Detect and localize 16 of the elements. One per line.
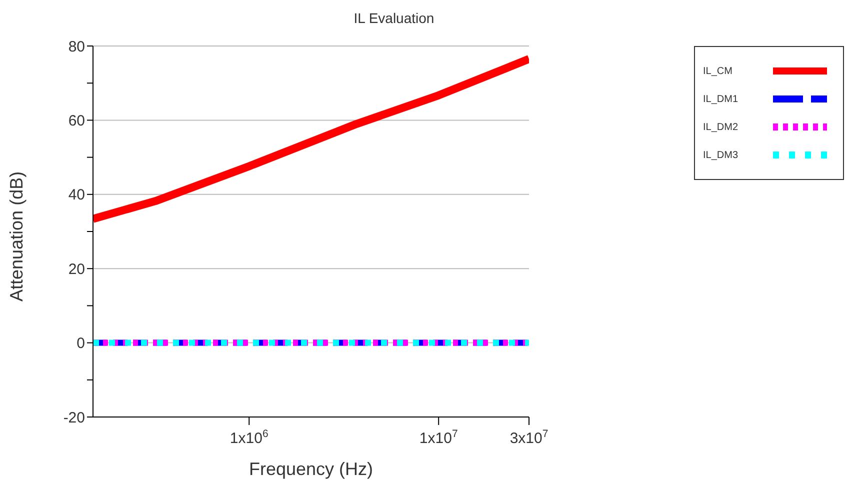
x-tick-label: 3x10$^{7}$ xyxy=(510,428,548,447)
y-tick-label: 80 xyxy=(68,38,85,56)
x-tick-label: 1x10$^{7}$ xyxy=(419,428,458,447)
y-tick-label: 40 xyxy=(68,186,85,204)
chart-title: IL Evaluation xyxy=(352,10,436,26)
text: IL_CM xyxy=(703,66,734,76)
x-axis-title: Frequency (Hz) xyxy=(248,459,374,479)
text: IL_DM3 xyxy=(703,150,740,160)
text: IL_DM1 xyxy=(703,94,740,104)
y-tick-label: 20 xyxy=(68,260,85,278)
text: IL_DM2 xyxy=(703,122,740,132)
y-tick-label: 60 xyxy=(68,112,85,130)
y-tick-label: -20 xyxy=(63,409,85,426)
y-tick-label: 0 xyxy=(76,335,85,352)
x-tick-label: 1x10$^{6}$ xyxy=(230,428,268,447)
y-axis-title: Attenuation (dB) xyxy=(6,171,26,302)
